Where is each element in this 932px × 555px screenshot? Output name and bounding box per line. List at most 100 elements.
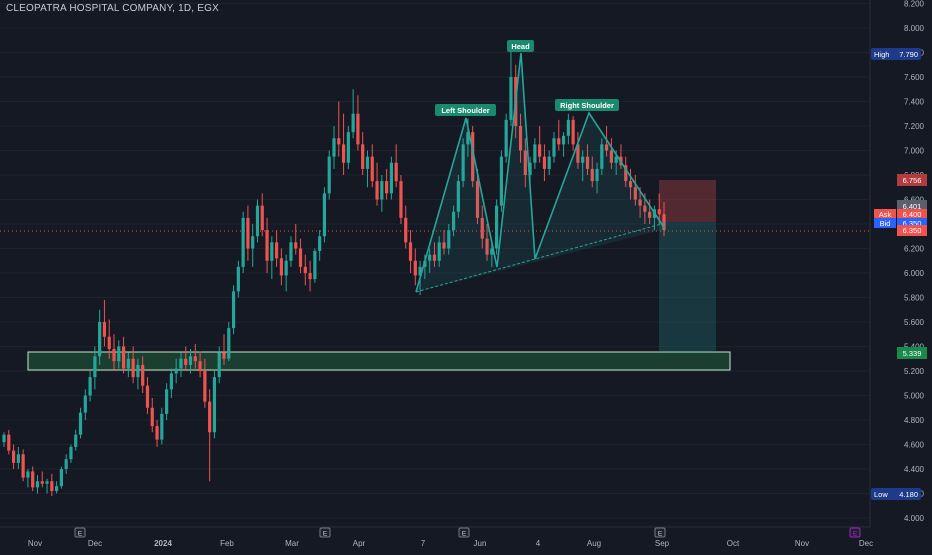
candle[interactable] — [490, 242, 494, 267]
candle[interactable] — [561, 132, 566, 157]
candle[interactable] — [600, 138, 604, 175]
candle[interactable] — [2, 432, 6, 447]
candle[interactable] — [265, 217, 269, 273]
candle[interactable] — [198, 351, 202, 378]
candle[interactable] — [394, 144, 398, 188]
candle[interactable] — [509, 50, 513, 126]
candle[interactable] — [289, 236, 293, 267]
candle[interactable] — [136, 358, 140, 390]
candle[interactable] — [648, 199, 652, 225]
candle[interactable] — [633, 175, 637, 206]
candle[interactable] — [155, 420, 159, 447]
candle[interactable] — [566, 113, 570, 145]
time-axis[interactable]: Nov Dec 2024 Feb Mar Apr 7 Jun 4 Aug Sep Oct Nov Dec — [28, 539, 873, 548]
candle[interactable] — [179, 352, 183, 378]
candle[interactable] — [165, 383, 169, 420]
candle[interactable] — [260, 193, 264, 237]
candle[interactable] — [361, 132, 365, 175]
candle[interactable] — [55, 481, 59, 494]
candle[interactable] — [413, 248, 417, 286]
candle[interactable] — [557, 119, 561, 151]
candle[interactable] — [69, 444, 73, 463]
head-and-shoulders-pattern[interactable] — [415, 52, 666, 293]
candle[interactable] — [571, 116, 575, 151]
candle[interactable] — [318, 230, 322, 261]
candle[interactable] — [327, 150, 331, 200]
candle[interactable] — [88, 371, 92, 402]
stop-loss-zone[interactable] — [659, 180, 716, 222]
candle[interactable] — [184, 346, 188, 372]
candle[interactable] — [389, 156, 393, 200]
price-scale[interactable]: 8.2008.0007.8007.6007.4007.2007.0006.800… — [869, 0, 925, 527]
candle[interactable] — [404, 205, 408, 249]
candle[interactable] — [628, 168, 633, 200]
candle[interactable] — [59, 466, 63, 489]
candle[interactable] — [64, 454, 68, 474]
candle[interactable] — [495, 199, 499, 255]
candle[interactable] — [437, 236, 441, 267]
candle[interactable] — [298, 238, 303, 273]
candle[interactable] — [217, 346, 221, 384]
candle[interactable] — [78, 407, 83, 439]
candle[interactable] — [93, 346, 97, 390]
candle[interactable] — [585, 144, 590, 175]
candle[interactable] — [332, 126, 336, 169]
candle[interactable] — [447, 224, 451, 255]
candle[interactable] — [121, 336, 126, 374]
earnings-event-icon[interactable]: E — [849, 527, 861, 538]
candle[interactable] — [581, 150, 585, 182]
candle[interactable] — [112, 334, 116, 371]
candle[interactable] — [590, 156, 594, 188]
candle[interactable] — [208, 389, 212, 482]
earnings-event-icon[interactable]: E — [458, 527, 470, 538]
label-head[interactable]: Head — [507, 40, 534, 52]
candle[interactable] — [284, 254, 288, 292]
candle[interactable] — [609, 138, 613, 169]
candle[interactable] — [131, 346, 135, 384]
candle[interactable] — [26, 469, 30, 488]
candle[interactable] — [255, 199, 260, 243]
candle[interactable] — [456, 175, 460, 218]
candle[interactable] — [356, 95, 360, 151]
candle[interactable] — [222, 334, 226, 365]
candle[interactable] — [102, 299, 107, 347]
candle[interactable] — [241, 211, 245, 273]
candle[interactable] — [45, 478, 49, 494]
candle[interactable] — [408, 230, 413, 273]
candle[interactable] — [203, 358, 207, 408]
candle[interactable] — [595, 162, 599, 194]
candle[interactable] — [451, 205, 456, 237]
candle[interactable] — [380, 175, 384, 212]
candle[interactable] — [313, 248, 317, 283]
candle[interactable] — [145, 377, 150, 414]
candle[interactable] — [485, 224, 489, 261]
candle[interactable] — [275, 230, 279, 267]
neckline[interactable] — [415, 222, 666, 293]
candle[interactable] — [50, 473, 54, 496]
candle[interactable] — [35, 475, 40, 494]
candle[interactable] — [346, 126, 350, 169]
candle[interactable] — [499, 150, 503, 212]
candle[interactable] — [126, 352, 130, 378]
candle[interactable] — [117, 340, 121, 369]
candle[interactable] — [150, 397, 154, 433]
candle[interactable] — [160, 407, 164, 445]
candle[interactable] — [351, 89, 355, 139]
candle[interactable] — [428, 248, 432, 274]
candle[interactable] — [518, 113, 523, 163]
candle[interactable] — [83, 389, 87, 420]
candle[interactable] — [576, 132, 580, 169]
earnings-event-icon[interactable]: E — [74, 527, 86, 538]
candle[interactable] — [7, 429, 11, 455]
candle[interactable] — [432, 242, 437, 267]
candle[interactable] — [341, 113, 346, 175]
candle[interactable] — [538, 126, 542, 163]
candle[interactable] — [11, 444, 16, 470]
candle[interactable] — [322, 187, 327, 243]
candle[interactable] — [246, 205, 250, 261]
candle[interactable] — [231, 285, 236, 335]
candle[interactable] — [227, 322, 231, 362]
